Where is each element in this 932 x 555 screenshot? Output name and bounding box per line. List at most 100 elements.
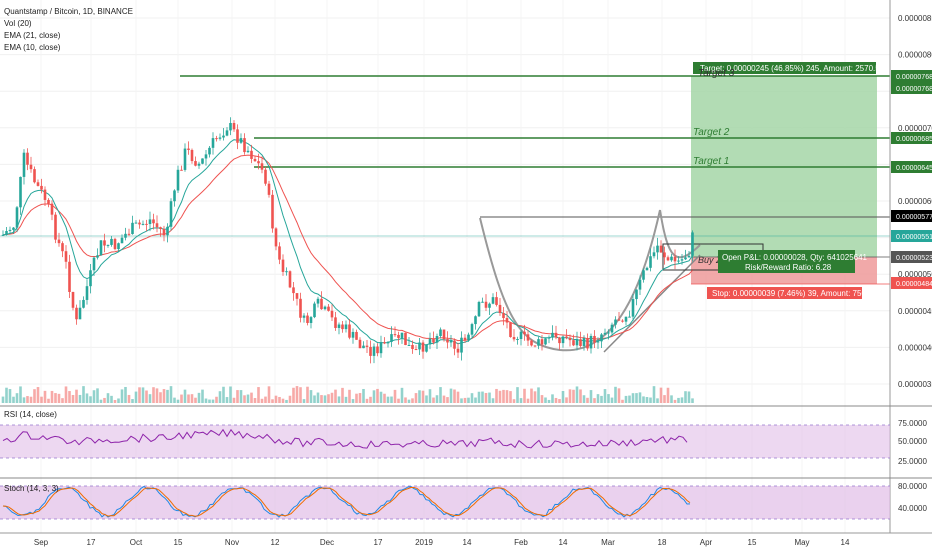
- candle-body[interactable]: [124, 233, 127, 238]
- candle-body[interactable]: [481, 301, 484, 303]
- candle-body[interactable]: [159, 227, 162, 230]
- candle-body[interactable]: [194, 161, 197, 166]
- candle-body[interactable]: [631, 299, 635, 317]
- candle-body[interactable]: [348, 324, 351, 338]
- ema-21-line[interactable]: [2, 154, 693, 342]
- candle-body[interactable]: [645, 267, 649, 271]
- candle-body[interactable]: [309, 317, 313, 323]
- candle-body[interactable]: [169, 201, 173, 227]
- candle-body[interactable]: [271, 194, 274, 229]
- candle-body[interactable]: [621, 320, 624, 322]
- candle-body[interactable]: [40, 185, 43, 190]
- candle-body[interactable]: [173, 190, 176, 202]
- candle-body[interactable]: [442, 329, 446, 340]
- candle-body[interactable]: [575, 339, 579, 346]
- candle-body[interactable]: [512, 337, 516, 340]
- candle-body[interactable]: [358, 339, 362, 349]
- candle-body[interactable]: [617, 319, 621, 321]
- candle-body[interactable]: [526, 334, 530, 341]
- candle-body[interactable]: [600, 334, 603, 342]
- candle-body[interactable]: [61, 243, 64, 252]
- candle-body[interactable]: [96, 255, 99, 258]
- candle-body[interactable]: [614, 319, 617, 325]
- candle-body[interactable]: [628, 316, 631, 318]
- candle-body[interactable]: [383, 342, 386, 344]
- candle-body[interactable]: [642, 270, 645, 280]
- candle-body[interactable]: [162, 229, 166, 236]
- candle-body[interactable]: [341, 324, 344, 330]
- candle-body[interactable]: [75, 307, 78, 320]
- candle-body[interactable]: [180, 169, 183, 171]
- candle-body[interactable]: [89, 270, 92, 287]
- candle-body[interactable]: [589, 335, 593, 349]
- candle-body[interactable]: [404, 332, 407, 346]
- candle-body[interactable]: [281, 259, 285, 272]
- candle-body[interactable]: [488, 303, 491, 308]
- candle-body[interactable]: [495, 297, 498, 305]
- candle-body[interactable]: [565, 336, 568, 338]
- candle-body[interactable]: [33, 169, 36, 183]
- candle-body[interactable]: [376, 346, 379, 354]
- candle-body[interactable]: [15, 207, 19, 228]
- candle-body[interactable]: [411, 344, 414, 350]
- candle-body[interactable]: [400, 332, 404, 338]
- candles[interactable]: [1, 117, 694, 364]
- candle-body[interactable]: [64, 251, 68, 262]
- candle-body[interactable]: [474, 316, 477, 325]
- candle-body[interactable]: [684, 257, 687, 260]
- candle-body[interactable]: [288, 271, 292, 288]
- rsi-line[interactable]: [2, 428, 688, 449]
- candle-body[interactable]: [5, 231, 8, 235]
- candle-body[interactable]: [344, 324, 348, 330]
- candle-body[interactable]: [47, 199, 50, 204]
- candle-body[interactable]: [397, 334, 400, 338]
- candle-body[interactable]: [463, 337, 467, 340]
- candle-body[interactable]: [652, 252, 656, 257]
- candle-body[interactable]: [540, 339, 544, 345]
- candle-body[interactable]: [663, 252, 666, 258]
- candle-body[interactable]: [54, 214, 57, 240]
- candle-body[interactable]: [607, 332, 610, 334]
- candle-body[interactable]: [369, 346, 372, 356]
- candle-body[interactable]: [197, 163, 201, 166]
- candle-body[interactable]: [320, 298, 323, 310]
- candle-body[interactable]: [218, 137, 222, 139]
- candle-body[interactable]: [260, 163, 264, 170]
- candle-body[interactable]: [26, 152, 29, 165]
- candle-body[interactable]: [29, 164, 33, 170]
- candle-body[interactable]: [519, 331, 523, 340]
- candle-body[interactable]: [243, 138, 246, 153]
- candle-body[interactable]: [204, 154, 208, 159]
- stoch-k-line[interactable]: [2, 485, 691, 518]
- candle-body[interactable]: [680, 259, 684, 261]
- candle-body[interactable]: [327, 306, 330, 311]
- stoch-d-line[interactable]: [2, 487, 691, 517]
- candle-body[interactable]: [257, 161, 260, 164]
- candle-body[interactable]: [365, 345, 369, 347]
- candle-body[interactable]: [537, 339, 540, 346]
- candle-body[interactable]: [491, 297, 495, 304]
- candle-body[interactable]: [428, 338, 432, 345]
- candle-body[interactable]: [516, 339, 519, 341]
- candle-body[interactable]: [12, 227, 15, 230]
- candle-body[interactable]: [638, 279, 642, 290]
- candle-body[interactable]: [477, 301, 481, 317]
- candle-body[interactable]: [229, 123, 232, 131]
- candle-body[interactable]: [691, 232, 694, 256]
- candle-body[interactable]: [36, 182, 40, 186]
- candle-body[interactable]: [264, 169, 267, 184]
- candle-body[interactable]: [295, 293, 299, 299]
- candle-body[interactable]: [362, 345, 365, 349]
- candle-body[interactable]: [292, 287, 295, 294]
- candle-body[interactable]: [313, 303, 316, 318]
- candle-body[interactable]: [208, 147, 211, 155]
- candle-body[interactable]: [22, 152, 26, 177]
- candle-body[interactable]: [138, 222, 141, 225]
- candle-body[interactable]: [131, 222, 134, 235]
- candle-body[interactable]: [467, 334, 470, 340]
- candle-body[interactable]: [439, 329, 442, 337]
- candle-body[interactable]: [432, 338, 435, 343]
- candle-body[interactable]: [418, 342, 421, 350]
- candle-body[interactable]: [145, 223, 148, 225]
- candle-body[interactable]: [239, 138, 243, 143]
